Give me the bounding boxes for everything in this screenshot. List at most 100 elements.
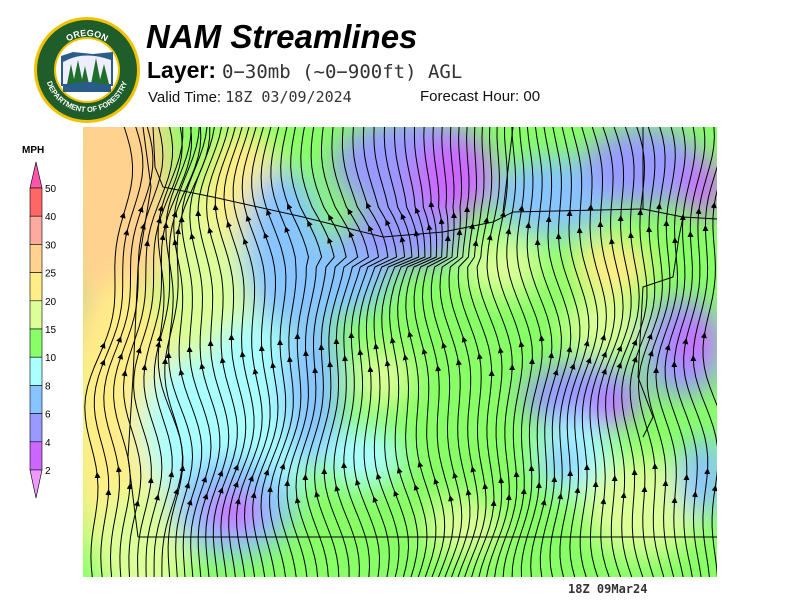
streamline-arrow — [552, 369, 559, 377]
streamline-arrow — [601, 368, 607, 376]
streamline-arrow — [123, 229, 130, 237]
streamline — [413, 127, 446, 577]
streamline-arrow — [483, 217, 490, 225]
logo-top-text: OREGON — [64, 28, 109, 44]
streamline-arrow — [252, 368, 259, 376]
streamline-arrow — [468, 223, 475, 231]
streamline-arrow — [119, 212, 126, 220]
wind-speed-region — [493, 157, 613, 237]
legend-tick-label: 15 — [45, 325, 57, 336]
streamline-arrow — [117, 353, 124, 361]
streamline — [502, 127, 533, 577]
streamline — [520, 127, 553, 577]
streamline-arrow — [279, 463, 286, 471]
streamline — [621, 127, 648, 577]
streamline — [589, 127, 616, 577]
wind-speed-region — [593, 392, 633, 422]
streamline-arrow — [199, 363, 206, 371]
wind-speed-region — [323, 427, 403, 487]
streamline-arrow — [139, 223, 146, 231]
streamline-arrow — [202, 493, 209, 501]
streamline-arrow — [407, 331, 414, 339]
streamline-arrow — [168, 471, 175, 479]
streamline-arrow — [441, 342, 448, 350]
streamline — [93, 127, 144, 577]
legend-swatch — [29, 356, 43, 386]
streamline-arrow — [682, 338, 689, 346]
streamline-arrow — [121, 370, 128, 378]
streamline-arrow — [472, 240, 479, 248]
streamline-arrow — [266, 209, 272, 217]
streamline-arrow — [600, 334, 607, 342]
streamline-arrow — [540, 499, 547, 507]
streamline-arrow — [234, 498, 241, 506]
streamline-arrow — [631, 339, 638, 347]
streamline — [161, 127, 211, 577]
streamline-arrow — [566, 346, 573, 354]
svg-text:OREGON: OREGON — [64, 28, 109, 44]
streamline-arrow — [400, 213, 407, 221]
streamline-arrow — [393, 490, 400, 498]
streamline-arrow — [355, 479, 361, 487]
streamline-arrow — [609, 238, 615, 246]
state-border — [152, 127, 684, 438]
streamline-arrow — [263, 469, 270, 477]
streamline — [165, 127, 194, 577]
streamline-arrow — [173, 488, 179, 496]
streamline-arrow — [433, 478, 440, 486]
streamline-arrow — [137, 206, 144, 214]
streamline-arrow — [250, 492, 257, 500]
legend-swatch — [29, 328, 43, 358]
streamline-arrow — [385, 219, 391, 227]
legend-tick-label: 25 — [45, 269, 57, 280]
streamline-arrow — [375, 473, 382, 481]
legend-tick-label: 40 — [45, 212, 57, 223]
streamline-arrow — [270, 362, 277, 370]
streamline-arrow — [189, 233, 196, 241]
streamline-arrow — [470, 466, 477, 474]
streamline-arrow — [156, 335, 163, 343]
streamline-arrow — [435, 365, 442, 373]
streamline — [569, 127, 599, 577]
legend-tick-label: 6 — [45, 410, 51, 421]
streamline — [277, 127, 310, 577]
streamline-arrow — [518, 205, 525, 213]
state-border — [682, 216, 717, 220]
legend-swatch — [29, 300, 43, 330]
streamline — [269, 127, 297, 577]
streamline-arrow — [284, 226, 291, 234]
streamline — [389, 127, 426, 577]
legend-tick-label: 10 — [45, 353, 57, 364]
streamline — [511, 127, 543, 577]
streamline — [683, 127, 715, 577]
oregon-department-of-forestry-logo: OREGON DEPARTMENT OF FORESTRY — [34, 17, 140, 123]
streamline-arrow — [328, 214, 334, 222]
streamline-arrow — [396, 467, 403, 475]
streamline — [549, 127, 581, 577]
streamline-arrow — [314, 491, 321, 499]
streamline-arrow — [217, 487, 224, 495]
legend-swatch — [29, 441, 43, 471]
wind-speed-region — [353, 347, 413, 407]
streamline — [133, 127, 183, 577]
streamline — [314, 127, 359, 577]
streamline-arrow — [646, 333, 653, 341]
streamline-arrow — [399, 236, 406, 244]
valid-time-value: 18Z 03/09/2024 — [225, 88, 352, 106]
streamline-arrow — [421, 348, 428, 356]
streamline — [113, 127, 164, 577]
legend-tick-label: 50 — [45, 184, 57, 195]
legend-swatch — [29, 244, 43, 273]
streamline — [189, 127, 221, 577]
streamline-arrow — [217, 470, 224, 478]
streamline-arrow — [116, 336, 122, 344]
streamline-arrow — [710, 202, 717, 210]
streamline-arrow — [207, 227, 214, 235]
legend-tick-label: 8 — [45, 381, 51, 392]
streamline-arrow — [384, 360, 391, 368]
streamline — [439, 127, 471, 577]
streamline-arrow — [99, 359, 106, 367]
streamline-arrow — [175, 228, 181, 236]
streamline-arrow — [286, 203, 293, 211]
streamline-arrow — [157, 205, 164, 213]
